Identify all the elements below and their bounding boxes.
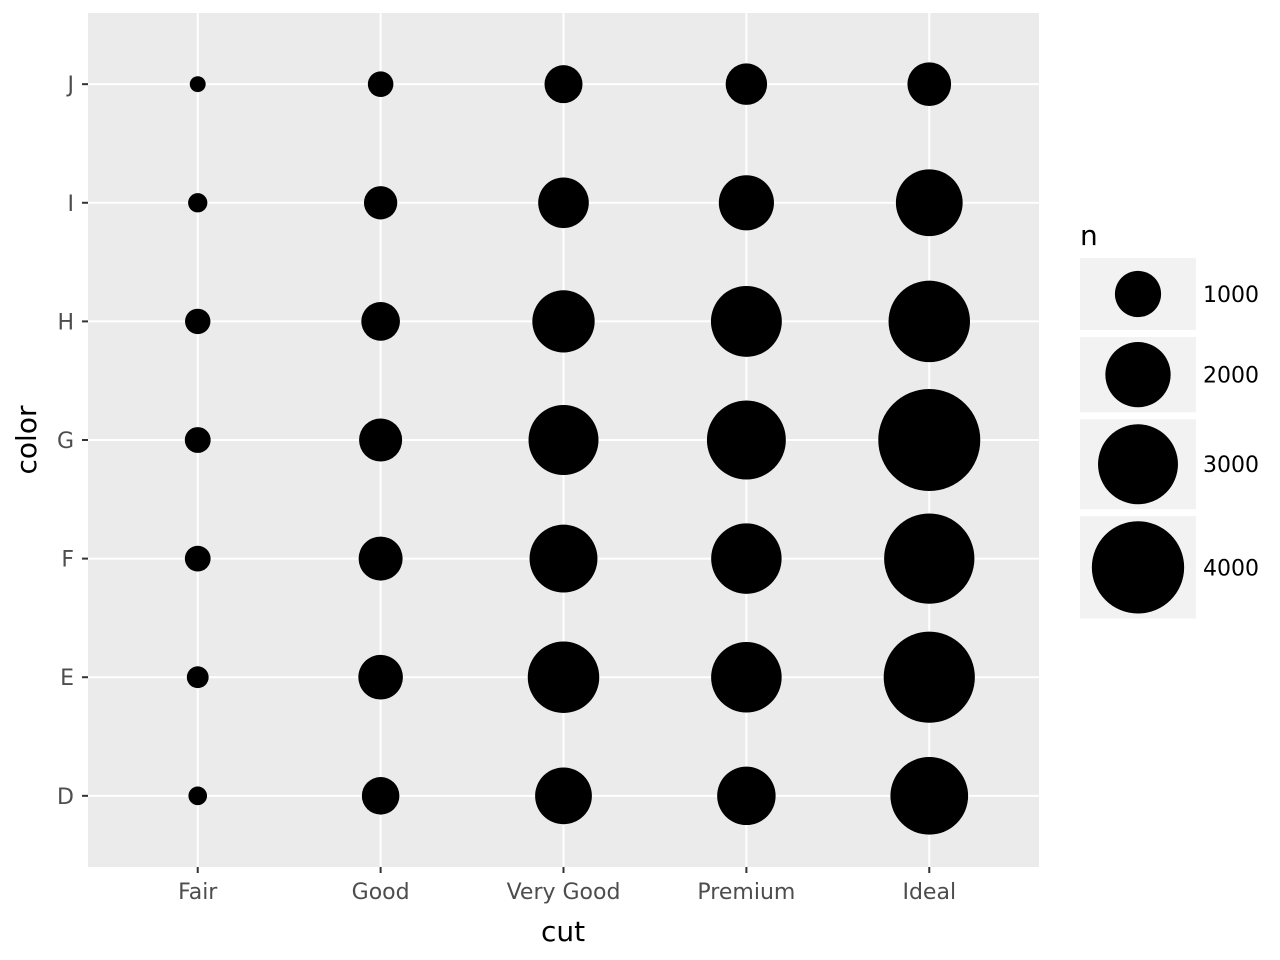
data-point bbox=[188, 193, 208, 213]
legend-key-point bbox=[1098, 424, 1178, 505]
data-point bbox=[717, 766, 776, 826]
data-point bbox=[890, 756, 969, 835]
legend-key-point bbox=[1114, 270, 1162, 318]
data-point bbox=[718, 175, 774, 231]
data-point bbox=[725, 63, 768, 105]
data-point bbox=[188, 786, 208, 806]
data-point bbox=[189, 76, 206, 93]
legend-label: 2000 bbox=[1203, 364, 1259, 389]
data-points bbox=[184, 62, 981, 835]
data-point bbox=[538, 177, 589, 229]
data-point bbox=[184, 545, 211, 572]
y-axis-title: color bbox=[10, 405, 43, 474]
y-tick-label: G bbox=[57, 429, 74, 454]
data-point bbox=[711, 523, 782, 594]
data-point bbox=[529, 524, 598, 593]
data-point bbox=[710, 285, 782, 357]
x-tick-label: Ideal bbox=[902, 880, 956, 905]
x-tick-label: Fair bbox=[178, 880, 218, 905]
legend-key-point bbox=[1105, 341, 1171, 408]
data-point bbox=[883, 631, 975, 723]
data-point bbox=[706, 400, 786, 480]
data-point bbox=[359, 418, 403, 462]
legend-label: 1000 bbox=[1203, 283, 1259, 308]
x-tick-label: Premium bbox=[697, 880, 795, 905]
data-point bbox=[361, 777, 400, 815]
data-point bbox=[528, 405, 599, 475]
y-tick-label: F bbox=[61, 548, 74, 573]
data-point bbox=[544, 65, 583, 104]
x-axis: Fair Good Very Good Premium Ideal bbox=[178, 867, 956, 905]
data-point bbox=[184, 427, 211, 453]
data-point bbox=[367, 71, 394, 97]
legend-title: n bbox=[1080, 219, 1098, 252]
data-point bbox=[186, 666, 209, 689]
y-axis: D E F G H I J bbox=[57, 73, 88, 810]
data-point bbox=[711, 641, 782, 713]
legend-label: 4000 bbox=[1203, 556, 1259, 581]
y-tick-label: E bbox=[60, 666, 74, 691]
x-tick-label: Very Good bbox=[507, 880, 621, 905]
data-point bbox=[888, 280, 970, 363]
data-point bbox=[878, 389, 981, 491]
data-point bbox=[532, 290, 595, 353]
data-point bbox=[884, 513, 975, 604]
data-point bbox=[895, 169, 963, 237]
size-legend: n 1000 2000 3000 4000 bbox=[1080, 219, 1259, 619]
y-tick-label: J bbox=[66, 73, 75, 98]
data-point bbox=[363, 186, 398, 220]
data-point bbox=[361, 302, 400, 341]
legend-label: 3000 bbox=[1203, 453, 1259, 478]
data-point bbox=[185, 308, 211, 335]
legend-key-point bbox=[1091, 521, 1185, 614]
data-point bbox=[358, 536, 403, 581]
data-point bbox=[535, 767, 592, 825]
y-tick-label: I bbox=[68, 192, 75, 217]
y-tick-label: D bbox=[57, 785, 74, 810]
x-axis-title: cut bbox=[541, 915, 585, 948]
data-point bbox=[358, 654, 403, 700]
x-tick-label: Good bbox=[352, 880, 410, 905]
data-point bbox=[907, 62, 952, 107]
y-tick-label: H bbox=[57, 310, 74, 335]
data-point bbox=[527, 641, 600, 713]
